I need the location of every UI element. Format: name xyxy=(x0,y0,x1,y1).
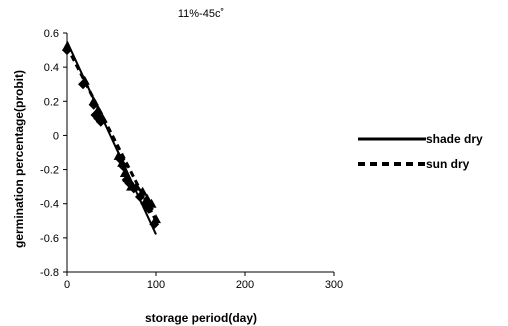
data-point xyxy=(79,75,90,85)
series-shade-dry xyxy=(62,41,160,235)
data-point xyxy=(113,150,124,160)
plot-area: 0 100 200 300 0.6 0.4 0.2 0 -0.2 -0.4 -0.6 -0.8 xyxy=(40,28,343,291)
data-point xyxy=(142,193,153,203)
axis-ticks: 0 100 200 300 0.6 0.4 0.2 0 -0.2 -0.4 -0.6 -0.8 xyxy=(40,28,343,291)
x-tick-label: 200 xyxy=(236,279,254,291)
x-tick-label: 0 xyxy=(64,279,70,291)
data-point xyxy=(93,104,104,114)
data-point xyxy=(97,113,108,123)
x-tick-label: 100 xyxy=(147,279,165,291)
data-point xyxy=(151,214,161,224)
y-axis-title: germination percentage(probit) xyxy=(12,70,26,248)
data-point xyxy=(137,186,148,196)
legend-label: sun dry xyxy=(426,157,470,171)
data-point xyxy=(131,181,142,191)
y-tick-label: 0.2 xyxy=(44,96,59,108)
data-point xyxy=(62,41,72,51)
data-point xyxy=(88,96,99,106)
data-point xyxy=(146,198,157,208)
series-sun-dry xyxy=(62,41,161,224)
x-axis-title: storage period(day) xyxy=(145,311,257,325)
y-tick-label: -0.2 xyxy=(40,165,59,177)
y-tick-label: -0.6 xyxy=(40,233,59,245)
y-tick-label: -0.4 xyxy=(40,199,59,211)
x-tick-label: 300 xyxy=(325,279,343,291)
legend: shade dry sun dry xyxy=(358,132,483,171)
y-tick-label: -0.8 xyxy=(40,267,59,279)
y-tick-label: 0 xyxy=(53,130,59,142)
series-layer xyxy=(62,41,161,235)
legend-label: shade dry xyxy=(426,132,483,146)
data-point xyxy=(122,173,133,183)
y-tick-label: 0.6 xyxy=(44,28,59,40)
y-tick-label: 0.4 xyxy=(44,62,59,74)
chart-title: 11%-45c˚ xyxy=(178,8,224,20)
data-point xyxy=(117,157,128,167)
